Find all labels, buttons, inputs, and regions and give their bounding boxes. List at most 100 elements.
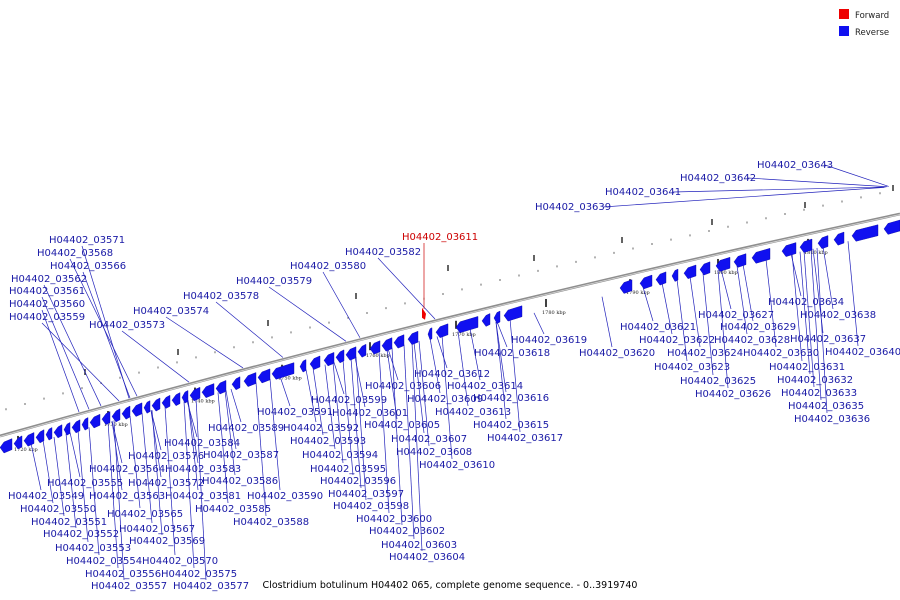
gene-label: H04402_03592 (283, 423, 359, 434)
gene-label: H04402_03632 (777, 375, 853, 386)
gene-block-reverse (455, 316, 479, 334)
map-caption: Clostridium botulinum H04402 065, comple… (263, 580, 638, 591)
gene-leader-line (736, 265, 748, 335)
gene-label: H04402_03572 (128, 478, 204, 489)
gene-leader-line (411, 342, 423, 552)
scale-tick-label: 1750 kbp (278, 376, 302, 382)
gene-leader-line (418, 340, 430, 447)
gene-label: H04402_03642 (680, 173, 756, 184)
gene-label: H04402_03591 (257, 407, 333, 418)
gene-label: H04402_03629 (720, 322, 796, 333)
gene-leader-line (111, 420, 123, 464)
gene-label: H04402_03581 (165, 491, 241, 502)
gene-leader-line (702, 273, 714, 376)
gene-label: H04402_03609 (407, 394, 483, 405)
gene-label: H04402_03593 (290, 436, 366, 447)
gene-block-reverse (121, 405, 131, 420)
gene-label: H04402_03552 (43, 529, 119, 540)
gene-leader-line (187, 400, 199, 491)
legend: Forward Reverse (839, 9, 889, 38)
gene-label: H04402_03585 (195, 504, 271, 515)
gene-label: H04402_03601 (332, 408, 408, 419)
gene-label: H04402_03588 (233, 517, 309, 528)
gene-label: H04402_03634 (768, 297, 844, 308)
gene-label: H04402_03576 (128, 451, 204, 462)
gene-leader-line (141, 412, 153, 524)
legend-forward-label: Forward (855, 11, 889, 21)
gene-leader-line (812, 248, 824, 334)
gene-block-reverse (493, 310, 501, 324)
gene-label: H04402_03565 (107, 509, 183, 520)
gene-leader-line (469, 328, 481, 381)
gene-leader-line (269, 378, 281, 491)
gene-label: H04402_03606 (365, 381, 441, 392)
gene-leader-line (689, 276, 701, 348)
gene-leader-line (312, 367, 324, 436)
gene-block-reverse (407, 330, 419, 345)
gene-leader-line (230, 388, 242, 423)
gene-leader-line (378, 350, 390, 514)
gene-block-reverse (799, 238, 813, 253)
gene-block-reverse (699, 261, 711, 276)
gene-block-reverse (257, 368, 271, 384)
gene-label: H04402_03580 (290, 261, 366, 272)
gene-leader-line (151, 410, 163, 536)
gene-leader-line (186, 400, 198, 438)
gene-label: H04402_03625 (680, 376, 756, 387)
scale-tick-label: 1790 kbp (626, 290, 650, 296)
gene-leader-line (601, 296, 613, 348)
gene-block-reverse (271, 362, 295, 380)
gene-label: H04402_03614 (447, 381, 523, 392)
scale-tick-label: 1720 kbp (14, 447, 38, 453)
gene-leader-line (164, 406, 176, 556)
gene-leader-line (847, 241, 859, 347)
gene-block-reverse (189, 386, 201, 402)
gene-leader-line (496, 321, 508, 348)
gene-block-reverse (427, 327, 433, 340)
gene-label: H04402_03571 (49, 235, 125, 246)
gene-label: H04402_03563 (89, 491, 165, 502)
gene-labels: H04402_03549H04402_03550H04402_03551H044… (8, 160, 900, 592)
gene-label: H04402_03570 (142, 556, 218, 567)
gene-label: H04402_03641 (605, 187, 681, 198)
gene-leader-line (107, 422, 119, 569)
gene-leader-line (720, 269, 732, 310)
gene-leader-line (111, 420, 123, 491)
gene-label: H04402_03589 (208, 423, 284, 434)
gene-label: H04402_03623 (654, 362, 730, 373)
gene-block-reverse (89, 413, 101, 429)
gene-leader-line (41, 296, 90, 410)
gene-leader-line (150, 410, 162, 451)
gene-label: H04402_03549 (8, 491, 84, 502)
gene-leader-line (42, 439, 54, 504)
gene-label: H04402_03584 (164, 438, 240, 449)
gene-label: H04402_03594 (302, 450, 378, 461)
gene-label: H04402_03638 (800, 310, 876, 321)
gene-block-reverse (833, 231, 845, 246)
gene-leader-line (672, 186, 886, 193)
gene-block-reverse (143, 400, 151, 414)
gene-label: H04402_03612 (414, 369, 490, 380)
backbone-line (0, 212, 900, 438)
gene-block-reverse (71, 419, 81, 434)
gene-label: H04402_03635 (788, 401, 864, 412)
gene-leader-line (41, 309, 80, 413)
gene-leader-line (268, 286, 347, 342)
gene-label: H04402_03620 (579, 348, 655, 359)
gene-label: H04402_03574 (133, 306, 209, 317)
gene-label: H04402_03624 (667, 348, 743, 359)
gene-label: H04402_03633 (781, 388, 857, 399)
gene-label: H04402_03610 (419, 460, 495, 471)
gene-block-reverse (181, 390, 189, 404)
gene-label: H04402_03618 (474, 348, 550, 359)
gene-label: H04402_03636 (794, 414, 870, 425)
gene-leader-line (77, 430, 89, 543)
gene-label: H04402_03555 (47, 478, 123, 489)
gene-leader-line (377, 257, 436, 320)
gene-leader-line (43, 284, 102, 407)
gene-label: H04402_03566 (50, 261, 126, 272)
gene-label: H04402_03583 (165, 464, 241, 475)
gene-block-reverse (35, 429, 45, 444)
gene-leader-line (53, 436, 65, 517)
gene-block-reverse (13, 435, 23, 450)
